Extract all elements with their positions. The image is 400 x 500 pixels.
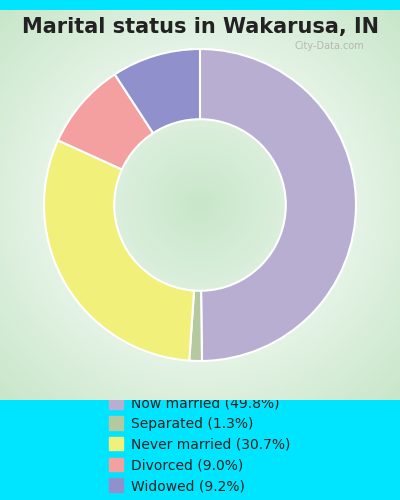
Wedge shape — [115, 49, 200, 133]
Wedge shape — [200, 49, 356, 361]
Text: Marital status in Wakarusa, IN: Marital status in Wakarusa, IN — [22, 18, 378, 38]
Legend: Now married (49.8%), Separated (1.3%), Never married (30.7%), Divorced (9.0%), W: Now married (49.8%), Separated (1.3%), N… — [102, 389, 298, 500]
Text: City-Data.com: City-Data.com — [294, 41, 364, 51]
Wedge shape — [44, 140, 194, 360]
Wedge shape — [58, 74, 153, 170]
Wedge shape — [189, 290, 202, 361]
